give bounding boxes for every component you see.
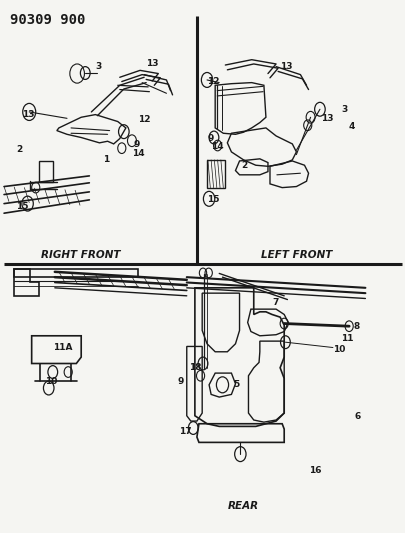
- Text: 90309 900: 90309 900: [10, 13, 85, 27]
- Text: LEFT FRONT: LEFT FRONT: [260, 249, 331, 260]
- Text: 10: 10: [45, 377, 57, 385]
- Text: 5: 5: [233, 381, 239, 389]
- Text: 13: 13: [320, 114, 333, 123]
- Text: 17: 17: [178, 427, 191, 436]
- Text: 15: 15: [207, 196, 219, 204]
- Text: 10: 10: [332, 345, 344, 353]
- Text: 7: 7: [271, 298, 278, 307]
- Text: 4: 4: [347, 123, 354, 131]
- Text: RIGHT FRONT: RIGHT FRONT: [41, 249, 121, 260]
- Text: 11A: 11A: [53, 343, 72, 352]
- Text: 13: 13: [146, 60, 158, 68]
- Text: REAR: REAR: [228, 500, 258, 511]
- Text: 11: 11: [340, 334, 353, 343]
- Text: 9: 9: [177, 377, 184, 385]
- Text: 14: 14: [211, 142, 223, 151]
- Text: 9: 9: [207, 134, 213, 143]
- Text: 12: 12: [138, 116, 150, 124]
- Text: 18: 18: [188, 364, 201, 372]
- Text: 3: 3: [340, 105, 346, 114]
- Text: 13: 13: [22, 110, 35, 119]
- Text: 14: 14: [132, 149, 144, 158]
- Text: 9: 9: [134, 141, 140, 149]
- Text: 15: 15: [16, 203, 29, 211]
- Text: 6: 6: [353, 413, 359, 421]
- Text: 2: 2: [16, 145, 22, 154]
- Text: 8: 8: [352, 322, 358, 330]
- Text: 1: 1: [103, 156, 109, 164]
- Text: 16: 16: [308, 466, 320, 474]
- Text: 13: 13: [279, 62, 292, 71]
- Text: 12: 12: [207, 77, 219, 85]
- Text: 3: 3: [95, 62, 101, 71]
- Text: 2: 2: [241, 161, 247, 169]
